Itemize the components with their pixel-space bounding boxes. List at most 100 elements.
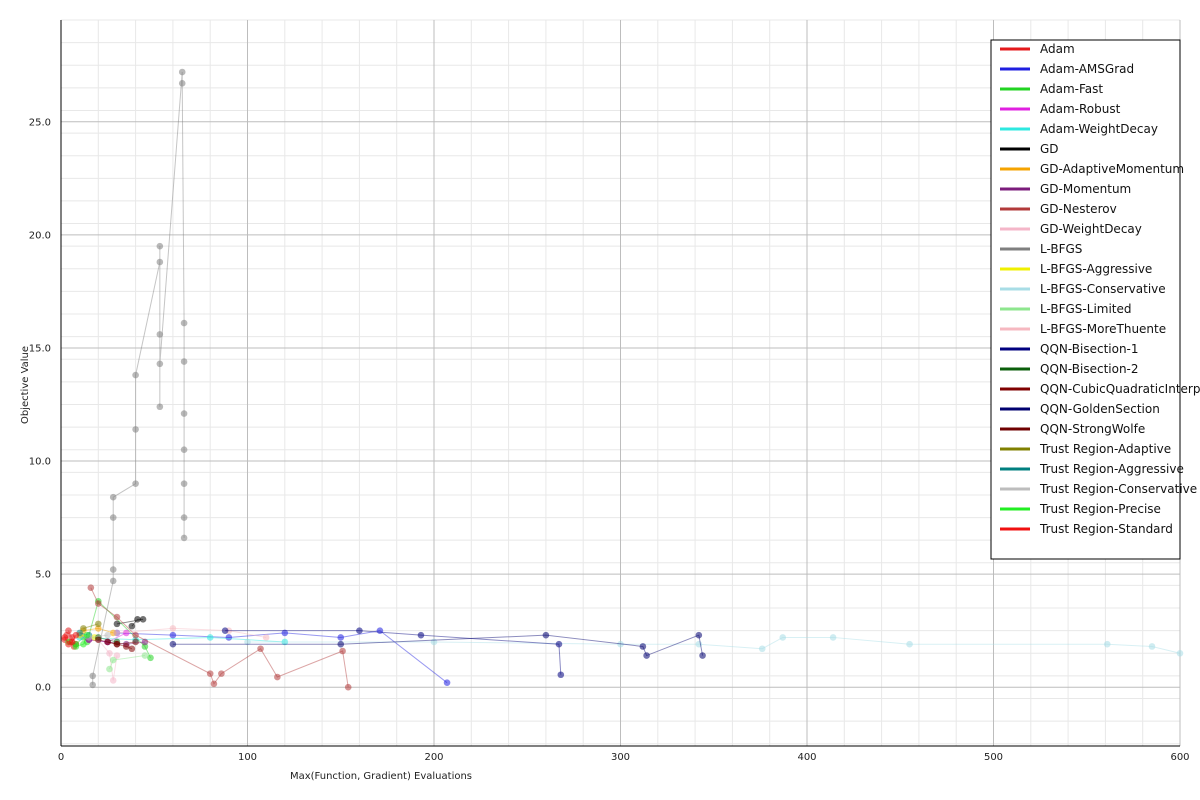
data-point xyxy=(156,403,164,411)
data-point xyxy=(72,643,80,650)
data-point xyxy=(61,634,69,641)
data-point xyxy=(180,514,188,521)
data-point xyxy=(639,643,647,650)
series-layer xyxy=(61,68,1184,691)
legend-entry: QQN-GoldenSection xyxy=(1000,402,1160,416)
legend-label: QQN-Bisection-1 xyxy=(1040,342,1139,356)
legend-label: L-BFGS-MoreThuente xyxy=(1040,322,1166,336)
data-point xyxy=(257,645,264,653)
legend-label: QQN-Bisection-2 xyxy=(1040,362,1139,376)
legend-label: L-BFGS-Conservative xyxy=(1040,282,1166,296)
legend-label: GD-Nesterov xyxy=(1040,202,1117,216)
legend-label: Trust Region-Adaptive xyxy=(1039,442,1171,456)
data-point xyxy=(225,634,233,641)
legend-entry: QQN-Bisection-1 xyxy=(1000,342,1139,356)
data-point xyxy=(617,640,624,648)
data-point xyxy=(109,577,117,585)
legend-label: GD-AdaptiveMomentum xyxy=(1040,162,1184,176)
legend-label: Trust Region-Conservative xyxy=(1039,482,1197,496)
series-line xyxy=(75,600,151,659)
axes-layer: 0 100 200 300 400 500 600 0.0 5.0 10.0 15.0 20.0 25.… xyxy=(29,20,1190,763)
series-gd-nesterov xyxy=(87,584,352,691)
data-point xyxy=(218,670,225,677)
data-point xyxy=(83,631,91,639)
data-point xyxy=(132,480,139,487)
data-point xyxy=(430,638,438,646)
data-point xyxy=(87,584,95,591)
data-point xyxy=(180,534,188,542)
data-point xyxy=(695,631,703,639)
data-point xyxy=(180,319,188,327)
legend-entry: Adam-WeightDecay xyxy=(1000,122,1158,136)
data-point xyxy=(113,629,121,637)
data-point xyxy=(337,634,345,641)
legend-entry: QQN-Bisection-2 xyxy=(1000,362,1139,376)
data-point xyxy=(1103,640,1111,648)
legend-entry: GD-AdaptiveMomentum xyxy=(1000,162,1184,176)
data-point xyxy=(1148,643,1156,650)
series-line xyxy=(116,627,267,638)
data-point xyxy=(113,640,121,648)
legend-entry: GD xyxy=(1000,142,1059,156)
legend-entry: Trust Region-Aggressive xyxy=(1000,462,1184,476)
data-point xyxy=(542,631,550,639)
data-point xyxy=(758,645,766,653)
data-point xyxy=(89,672,97,680)
data-point xyxy=(113,620,121,628)
legend-label: QQN-CubicQuadraticInterpolation xyxy=(1040,382,1200,396)
legend-entry: Trust Region-Precise xyxy=(1000,502,1161,516)
legend-label: QQN-GoldenSection xyxy=(1040,402,1160,416)
x-tick-label: 300 xyxy=(611,752,630,763)
legend-entry: QQN-CubicQuadraticInterpolation xyxy=(1000,382,1200,396)
data-point xyxy=(356,627,363,634)
x-axis-title: Max(Function, Gradient) Evaluations xyxy=(290,771,472,782)
data-point xyxy=(344,683,352,691)
legend-label: Trust Region-Precise xyxy=(1039,502,1161,516)
legend-label: GD-WeightDecay xyxy=(1040,222,1142,236)
data-point xyxy=(132,371,139,379)
legend-label: Adam-WeightDecay xyxy=(1040,122,1158,136)
data-point xyxy=(180,446,188,454)
data-point xyxy=(376,627,384,634)
legend-label: Adam-AMSGrad xyxy=(1040,62,1134,76)
data-point xyxy=(132,631,139,639)
legend-entry: Trust Region-Conservative xyxy=(1000,482,1197,496)
data-point xyxy=(221,627,229,634)
data-point xyxy=(72,631,80,639)
data-point xyxy=(555,640,563,648)
legend-entry: Trust Region-Standard xyxy=(1000,522,1173,536)
legend-label: L-BFGS-Aggressive xyxy=(1040,262,1152,276)
data-point xyxy=(134,616,141,623)
data-point xyxy=(132,426,139,433)
legend-entry: Adam-AMSGrad xyxy=(1000,62,1134,76)
legend-entry: L-BFGS-Limited xyxy=(1000,302,1132,316)
data-point xyxy=(128,645,136,653)
data-point xyxy=(169,625,177,632)
y-axis-title: Objective Value xyxy=(20,346,31,424)
data-point xyxy=(128,622,136,630)
series-gd xyxy=(113,616,147,630)
data-point xyxy=(109,566,117,573)
data-point xyxy=(122,643,130,650)
legend-entry: Adam xyxy=(1000,42,1075,56)
data-point xyxy=(147,654,154,662)
x-tick-label: 500 xyxy=(984,752,1003,763)
data-point xyxy=(132,638,139,646)
series-l-bfgs xyxy=(89,68,188,689)
data-point xyxy=(244,638,251,646)
legend-entry: L-BFGS-MoreThuente xyxy=(1000,322,1166,336)
legend-entry: Adam-Fast xyxy=(1000,82,1103,96)
data-point xyxy=(109,514,117,521)
x-tick-label: 400 xyxy=(797,752,816,763)
legend-label: Adam-Fast xyxy=(1040,82,1103,96)
data-point xyxy=(95,620,102,628)
data-point xyxy=(699,652,706,659)
series-qqn-bisection-1 xyxy=(221,627,565,679)
data-point xyxy=(109,656,117,664)
data-point xyxy=(443,679,451,686)
data-point xyxy=(109,493,117,501)
legend-label: L-BFGS xyxy=(1040,242,1082,256)
x-tick-label: 600 xyxy=(1170,752,1189,763)
data-point xyxy=(95,636,102,644)
data-point xyxy=(210,680,218,688)
